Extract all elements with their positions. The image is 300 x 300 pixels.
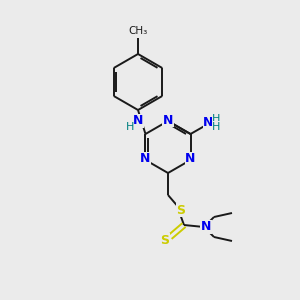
Text: N: N xyxy=(201,220,211,233)
Text: N: N xyxy=(133,115,143,128)
Text: N: N xyxy=(163,113,173,127)
Text: N: N xyxy=(185,152,196,166)
Text: H: H xyxy=(126,122,134,132)
Text: H: H xyxy=(212,122,221,132)
Text: S: S xyxy=(176,203,185,217)
Text: S: S xyxy=(160,233,169,247)
Text: N: N xyxy=(203,116,214,130)
Text: H: H xyxy=(212,114,221,124)
Text: N: N xyxy=(140,152,151,166)
Text: CH₃: CH₃ xyxy=(128,26,148,36)
